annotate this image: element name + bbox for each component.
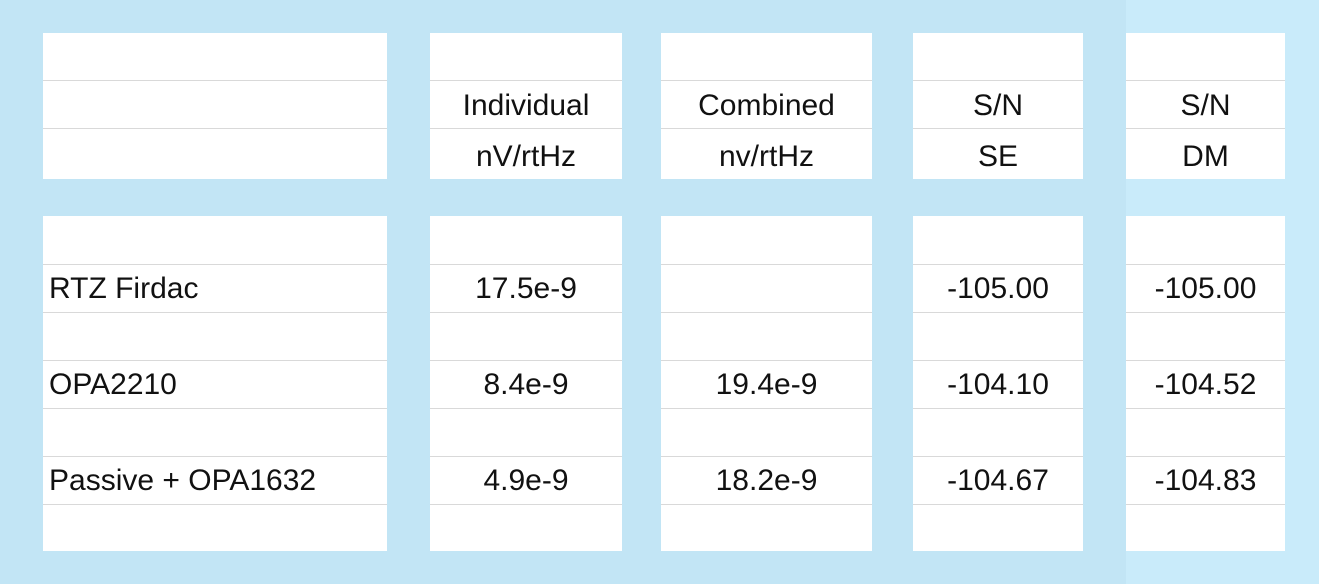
row-line: [430, 312, 622, 313]
value-cell: -104.52: [1154, 368, 1257, 401]
header-cell: nv/rtHz: [718, 140, 814, 173]
row-line: [661, 264, 872, 265]
row-line: [1126, 312, 1285, 313]
row-label: OPA2210: [49, 368, 177, 401]
cell-block: [430, 33, 622, 179]
value-cell: 18.2e-9: [715, 464, 818, 497]
value-cell: -105.00: [1154, 272, 1257, 305]
row-line: [43, 80, 387, 81]
cell-block: [913, 33, 1083, 179]
row-line: [661, 456, 872, 457]
row-line: [661, 128, 872, 129]
row-line: [43, 360, 387, 361]
row-line: [1126, 408, 1285, 409]
row-line: [430, 80, 622, 81]
header-cell: nV/rtHz: [475, 140, 577, 173]
header-cell: DM: [1182, 140, 1229, 173]
value-cell: 8.4e-9: [483, 368, 569, 401]
row-label: Passive + OPA1632: [49, 464, 317, 497]
cell-block: [1126, 33, 1285, 179]
row-line: [430, 264, 622, 265]
value-cell: -104.10: [947, 368, 1049, 401]
header-cell: S/N: [1180, 89, 1231, 122]
cell-block: [661, 216, 872, 551]
row-line: [43, 456, 387, 457]
row-line: [43, 504, 387, 505]
row-line: [430, 456, 622, 457]
header-cell: S/N: [972, 89, 1023, 122]
row-line: [913, 408, 1083, 409]
row-line: [913, 456, 1083, 457]
value-cell: -104.67: [947, 464, 1049, 497]
cell-block: [43, 33, 387, 179]
row-label: RTZ Firdac: [49, 272, 199, 305]
row-line: [1126, 456, 1285, 457]
header-cell: Individual: [462, 89, 590, 122]
cell-block: [913, 216, 1083, 551]
cell-block: [661, 33, 872, 179]
row-line: [430, 128, 622, 129]
row-line: [1126, 360, 1285, 361]
row-line: [430, 408, 622, 409]
row-line: [43, 408, 387, 409]
row-line: [661, 312, 872, 313]
row-line: [913, 264, 1083, 265]
row-line: [661, 80, 872, 81]
value-cell: -104.83: [1154, 464, 1257, 497]
row-line: [913, 360, 1083, 361]
value-cell: 4.9e-9: [483, 464, 569, 497]
row-line: [913, 312, 1083, 313]
row-line: [661, 360, 872, 361]
cell-block: [1126, 216, 1285, 551]
value-cell: -105.00: [947, 272, 1049, 305]
row-line: [1126, 128, 1285, 129]
cell-block: [43, 216, 387, 551]
row-line: [1126, 504, 1285, 505]
row-line: [43, 312, 387, 313]
row-line: [661, 408, 872, 409]
row-line: [661, 504, 872, 505]
row-line: [43, 128, 387, 129]
row-line: [430, 360, 622, 361]
row-line: [43, 264, 387, 265]
cell-block: [430, 216, 622, 551]
value-cell: 17.5e-9: [475, 272, 577, 305]
header-cell: SE: [977, 140, 1019, 173]
header-cell: Combined: [698, 89, 835, 122]
row-line: [913, 504, 1083, 505]
row-line: [913, 80, 1083, 81]
row-line: [430, 504, 622, 505]
row-line: [1126, 264, 1285, 265]
row-line: [1126, 80, 1285, 81]
row-line: [913, 128, 1083, 129]
value-cell: 19.4e-9: [715, 368, 818, 401]
